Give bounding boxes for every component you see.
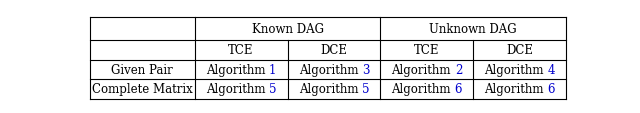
Text: TCE: TCE	[228, 44, 254, 57]
Text: 3: 3	[362, 63, 369, 76]
Text: Unknown DAG: Unknown DAG	[429, 23, 517, 36]
Text: DCE: DCE	[321, 44, 348, 57]
Text: Algorithm: Algorithm	[484, 83, 548, 96]
Text: 4: 4	[548, 63, 555, 76]
Text: Algorithm: Algorithm	[392, 83, 454, 96]
Text: 2: 2	[455, 63, 462, 76]
Text: Algorithm: Algorithm	[205, 83, 269, 96]
Text: Algorithm: Algorithm	[392, 63, 455, 76]
Text: Known DAG: Known DAG	[252, 23, 324, 36]
Text: Algorithm: Algorithm	[299, 83, 362, 96]
Text: DCE: DCE	[506, 44, 533, 57]
Text: 5: 5	[362, 83, 369, 96]
Text: Given Pair: Given Pair	[111, 63, 173, 76]
Text: 5: 5	[269, 83, 276, 96]
Text: Algorithm: Algorithm	[206, 63, 269, 76]
Text: 6: 6	[548, 83, 555, 96]
Text: Complete Matrix: Complete Matrix	[92, 83, 193, 96]
Text: 6: 6	[454, 83, 462, 96]
Text: Algorithm: Algorithm	[484, 63, 548, 76]
Text: 1: 1	[269, 63, 276, 76]
Text: Algorithm: Algorithm	[299, 63, 362, 76]
Text: TCE: TCE	[414, 44, 440, 57]
